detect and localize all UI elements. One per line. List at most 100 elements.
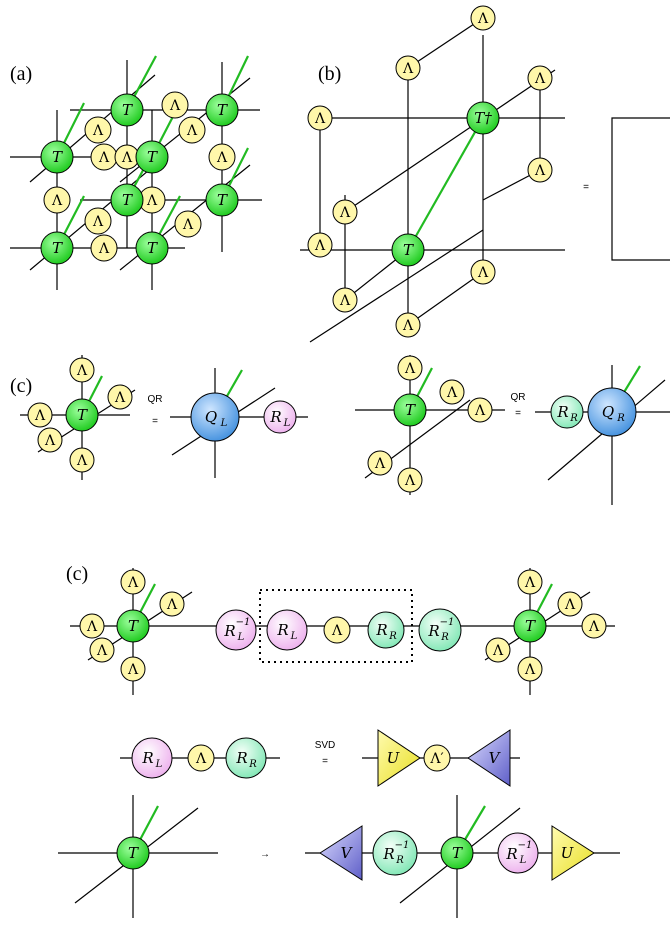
svg-text:T: T bbox=[128, 617, 139, 635]
svg-text:Λ: Λ bbox=[477, 265, 489, 281]
lambda-node: Λ bbox=[485, 637, 511, 663]
unitary-v: V bbox=[319, 825, 363, 881]
lambda-node: Λ bbox=[114, 144, 140, 170]
svg-text:Λ: Λ bbox=[44, 433, 56, 449]
lambda-node: Λ bbox=[120, 656, 146, 682]
svg-text:T: T bbox=[77, 406, 88, 424]
svg-text:R: R bbox=[382, 845, 394, 863]
label-c-qr: (c) bbox=[10, 375, 32, 397]
lambda-nodes-b: Λ Λ Λ Λ Λ Λ Λ Λ Λ Λ bbox=[307, 5, 553, 338]
svg-text:Λ: Λ bbox=[121, 150, 133, 166]
lambda-node: Λ bbox=[470, 5, 496, 31]
svg-text:T: T bbox=[147, 148, 158, 166]
tensor-r-r-inverse: R −1R bbox=[418, 608, 462, 652]
svg-text:R: R bbox=[556, 403, 568, 421]
svg-text:Λ: Λ bbox=[186, 123, 198, 139]
lambda-node: Λ bbox=[517, 569, 543, 595]
tensor-t: T bbox=[110, 183, 144, 217]
lambda-node: Λ bbox=[467, 397, 493, 423]
svg-text:Λ: Λ bbox=[98, 150, 110, 166]
lambda-node: Λ bbox=[187, 744, 215, 772]
svg-text:−1: −1 bbox=[395, 840, 410, 851]
svg-text:Λ: Λ bbox=[331, 623, 343, 639]
svg-text:R: R bbox=[375, 621, 387, 639]
lambda-node: Λ bbox=[323, 616, 351, 644]
lambda-node: Λ bbox=[84, 116, 112, 144]
label-a: (a) bbox=[10, 63, 32, 85]
svg-text:T: T bbox=[52, 239, 63, 257]
svg-text:R: R bbox=[141, 749, 153, 767]
svg-text:R: R bbox=[223, 622, 235, 640]
qr-label-right: QR bbox=[511, 392, 526, 403]
label-c-chain: (c) bbox=[66, 563, 88, 585]
lambda-node: Λ bbox=[397, 355, 423, 381]
svg-text:Λ: Λ bbox=[182, 217, 194, 233]
svg-text:T: T bbox=[217, 191, 228, 209]
svg-text:Λ: Λ bbox=[492, 643, 504, 659]
tensor-t: T bbox=[116, 836, 150, 870]
svg-text:Λ: Λ bbox=[166, 597, 178, 613]
lambda-node: Λ bbox=[581, 613, 607, 639]
svg-text:Λ: Λ bbox=[446, 385, 458, 401]
panel-a: (a) bbox=[10, 55, 262, 290]
svg-text:L: L bbox=[290, 631, 298, 642]
lambda-node: Λ bbox=[208, 143, 236, 171]
svg-text:Λ: Λ bbox=[86, 619, 98, 635]
svg-text:V: V bbox=[489, 749, 502, 767]
lambda-node: Λ bbox=[557, 591, 583, 617]
panel-b: (b) Λ Λ Λ Λ Λ Λ Λ Λ Λ Λ bbox=[300, 5, 670, 343]
equals-sign: = bbox=[515, 408, 521, 419]
svg-text:T: T bbox=[405, 401, 416, 419]
equals-sign: = bbox=[152, 416, 158, 427]
tensor-t: T bbox=[40, 231, 74, 265]
svg-text:R: R bbox=[569, 413, 578, 424]
equals-sign: = bbox=[583, 182, 589, 193]
svg-text:−1: −1 bbox=[440, 617, 455, 628]
tensor-r-r-inverse: R −1R bbox=[372, 830, 418, 876]
svg-text:Λ: Λ bbox=[76, 453, 88, 469]
lambda-node: Λ bbox=[397, 467, 423, 493]
svg-text:U: U bbox=[561, 844, 575, 862]
lambda-node: Λ bbox=[307, 105, 333, 131]
svg-text:U: U bbox=[387, 749, 401, 767]
lambda-node: Λ bbox=[138, 186, 166, 214]
svg-text:−1: −1 bbox=[236, 617, 251, 628]
svg-text:Λ: Λ bbox=[96, 643, 108, 659]
tensor-t: T bbox=[135, 140, 169, 174]
svg-text:Λ: Λ bbox=[314, 238, 326, 254]
svg-text:Λ: Λ bbox=[146, 193, 158, 209]
tensor-t: T bbox=[110, 93, 144, 127]
unitary-v: V bbox=[467, 729, 511, 787]
svg-text:L: L bbox=[155, 759, 163, 770]
svg-text:T: T bbox=[147, 239, 158, 257]
tensor-t: T bbox=[116, 609, 150, 643]
svg-text:T: T bbox=[52, 148, 63, 166]
lambda-node: Λ bbox=[517, 656, 543, 682]
lambda-node: Λ bbox=[527, 65, 553, 91]
svg-text:R: R bbox=[440, 632, 449, 643]
lambda-node: Λ bbox=[43, 186, 71, 214]
dotted-selection-box bbox=[259, 589, 413, 663]
svg-text:Λ: Λ bbox=[524, 662, 536, 678]
lambda-node: Λ bbox=[159, 591, 185, 617]
svg-text:L: L bbox=[519, 855, 527, 866]
tensor-t: T bbox=[205, 93, 239, 127]
svg-text:Λ: Λ bbox=[404, 473, 416, 489]
arrow: → bbox=[260, 849, 270, 860]
svg-text:Λ: Λ bbox=[534, 163, 546, 179]
lambda-node: Λ bbox=[332, 199, 358, 225]
cropped-result-bracket bbox=[611, 117, 670, 261]
svg-text:R: R bbox=[248, 759, 257, 770]
svg-text:Λ: Λ bbox=[127, 662, 139, 678]
svg-text:T: T bbox=[122, 191, 133, 209]
svg-text:R: R bbox=[276, 621, 288, 639]
lambda-node: Λ bbox=[161, 91, 189, 119]
svg-text:Λ: Λ bbox=[588, 619, 600, 635]
